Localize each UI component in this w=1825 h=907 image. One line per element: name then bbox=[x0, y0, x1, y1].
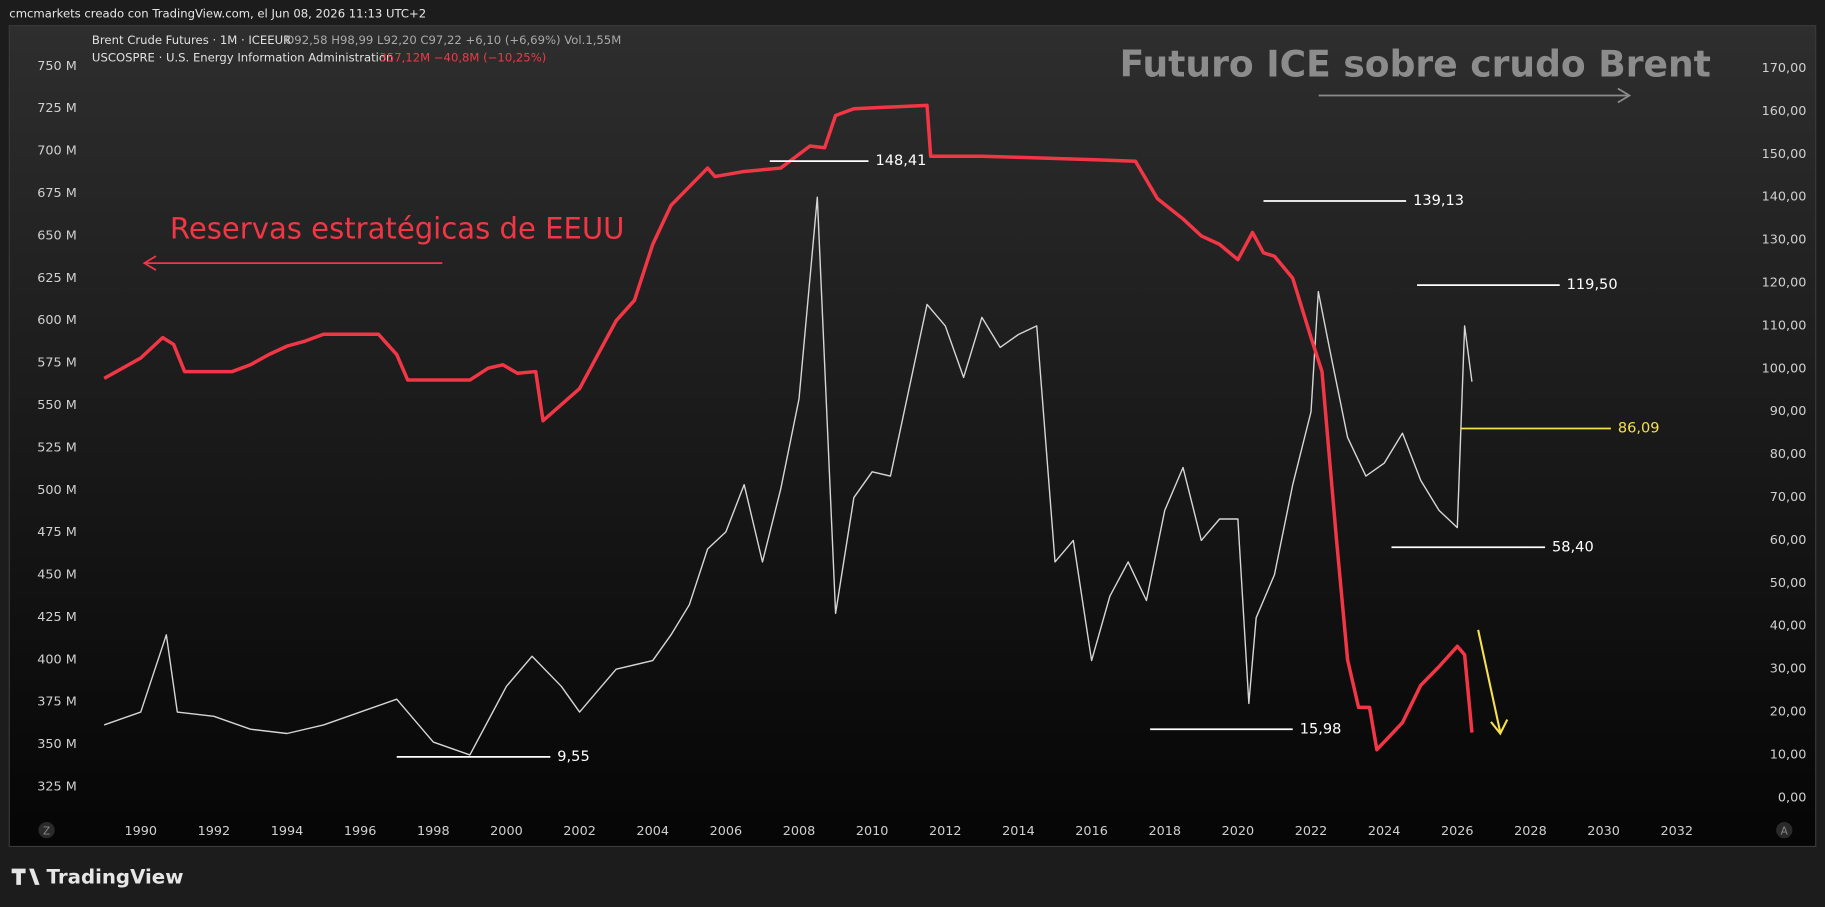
x-tick-label: 2014 bbox=[1002, 824, 1035, 839]
y-tick-label: 0,00 bbox=[1778, 790, 1806, 805]
y-tick-label: 90,00 bbox=[1770, 404, 1807, 419]
y2-tick-label: 600 M bbox=[37, 313, 77, 328]
y2-tick-label: 700 M bbox=[37, 144, 77, 159]
level-label: 15,98 bbox=[1300, 720, 1342, 737]
y-tick-label: 140,00 bbox=[1762, 190, 1807, 205]
plot-area: 148,41 139,13 119,50 86,09 58,40 15,98 9,55 bbox=[103, 103, 1660, 765]
legend-entry: USCOSPRE · U.S. Energy Information Admin… bbox=[92, 51, 393, 65]
y-tick-label: 110,00 bbox=[1762, 318, 1807, 333]
chart-pane bbox=[8, 25, 1817, 848]
y-tick-label: 30,00 bbox=[1770, 662, 1807, 677]
y2-tick-label: 325 M bbox=[37, 780, 77, 795]
button-label[interactable]: Z bbox=[43, 825, 50, 837]
x-tick-label: 2020 bbox=[1222, 824, 1255, 839]
y2-tick-label: 675 M bbox=[37, 186, 77, 201]
y2-tick-label: 500 M bbox=[37, 483, 77, 498]
x-tick-label: 2026 bbox=[1441, 824, 1474, 839]
arrow bbox=[1477, 629, 1502, 733]
y-tick-label: 10,00 bbox=[1770, 747, 1807, 762]
y2-tick-label: 425 M bbox=[37, 610, 77, 625]
level-label: 58,40 bbox=[1552, 538, 1594, 555]
level-label: 139,13 bbox=[1413, 192, 1464, 209]
y2-tick-label: 725 M bbox=[37, 101, 77, 116]
y2-tick-label: 400 M bbox=[37, 652, 77, 667]
y-tick-label: 120,00 bbox=[1762, 276, 1807, 291]
arrow-head bbox=[1617, 87, 1632, 104]
y-tick-label: 50,00 bbox=[1770, 576, 1807, 591]
legend-info: O92,58 H98,99 L92,20 C97,22 +6,10 (+6,69… bbox=[285, 33, 621, 47]
y-tick-label: 170,00 bbox=[1762, 61, 1807, 76]
x-tick-label: 1992 bbox=[198, 824, 231, 839]
series-note: Reservas estratégicas de EEUU bbox=[170, 212, 625, 246]
x-tick-label: 1990 bbox=[124, 824, 157, 839]
y2-tick-label: 525 M bbox=[37, 440, 77, 455]
y-tick-label: 70,00 bbox=[1770, 490, 1807, 505]
x-tick-label: 2016 bbox=[1075, 824, 1108, 839]
y2-tick-label: 750 M bbox=[37, 59, 77, 74]
x-tick-label: 2002 bbox=[563, 824, 596, 839]
y-tick-label: 150,00 bbox=[1762, 147, 1807, 162]
y2-tick-label: 550 M bbox=[37, 398, 77, 413]
x-tick-label: 2032 bbox=[1660, 824, 1693, 839]
series-line bbox=[103, 196, 1473, 756]
y-tick-label: 40,00 bbox=[1770, 619, 1807, 634]
level-label: 86,09 bbox=[1618, 420, 1660, 437]
y-tick-label: 60,00 bbox=[1770, 533, 1807, 548]
level-label: 119,50 bbox=[1567, 276, 1618, 293]
y-tick-label: 130,00 bbox=[1762, 233, 1807, 248]
level-label: 148,41 bbox=[875, 152, 926, 169]
chart-title: Futuro ICE sobre crudo Brent bbox=[1120, 43, 1711, 85]
y2-tick-label: 375 M bbox=[37, 695, 77, 710]
y2-tick-label: 350 M bbox=[37, 737, 77, 752]
button[interactable] bbox=[38, 822, 55, 839]
button-label[interactable]: A bbox=[1781, 825, 1789, 837]
y-tick-label: 160,00 bbox=[1762, 104, 1807, 119]
legend-info: 357,12M −40,8M (−10,25%) bbox=[379, 51, 546, 65]
y2-tick-label: 625 M bbox=[37, 271, 77, 286]
x-tick-label: 2028 bbox=[1514, 824, 1547, 839]
y-tick-label: 100,00 bbox=[1762, 361, 1807, 376]
x-tick-label: 1996 bbox=[344, 824, 377, 839]
level-label: 9,55 bbox=[557, 748, 589, 765]
x-tick-label: 2008 bbox=[783, 824, 816, 839]
series-line bbox=[103, 103, 1474, 752]
y2-tick-label: 450 M bbox=[37, 568, 77, 583]
x-tick-label: 2000 bbox=[490, 824, 523, 839]
arrow-head bbox=[1490, 719, 1509, 736]
x-tick-label: 2018 bbox=[1148, 824, 1181, 839]
x-tick-label: 2024 bbox=[1368, 824, 1401, 839]
x-tick-label: 2030 bbox=[1587, 824, 1620, 839]
legend-entry: Brent Crude Futures · 1M · ICEEUR bbox=[92, 33, 291, 47]
x-tick-label: 2004 bbox=[636, 824, 669, 839]
y2-tick-label: 475 M bbox=[37, 525, 77, 540]
y-tick-label: 20,00 bbox=[1770, 705, 1807, 720]
y2-tick-label: 575 M bbox=[37, 356, 77, 371]
logo: TradingView bbox=[47, 865, 184, 888]
y2-tick-label: 650 M bbox=[37, 228, 77, 243]
x-tick-label: 1998 bbox=[417, 824, 450, 839]
header: cmcmarkets creado con TradingView.com, e… bbox=[9, 6, 426, 20]
x-tick-label: 2012 bbox=[929, 824, 962, 839]
arrow-head bbox=[142, 255, 157, 271]
button[interactable] bbox=[1776, 822, 1793, 839]
x-tick-label: 2010 bbox=[856, 824, 889, 839]
x-tick-label: 2022 bbox=[1295, 824, 1328, 839]
x-tick-label: 2006 bbox=[710, 824, 743, 839]
logo-icon bbox=[11, 868, 40, 885]
y-tick-label: 80,00 bbox=[1770, 447, 1807, 462]
x-tick-label: 1994 bbox=[271, 824, 304, 839]
